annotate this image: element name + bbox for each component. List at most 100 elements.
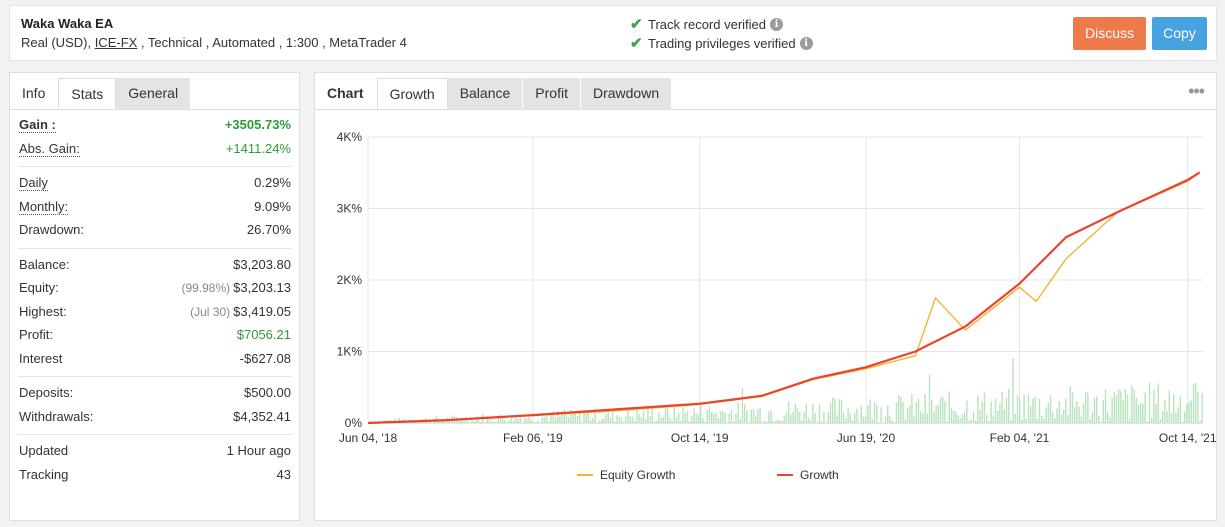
volume-bar: [609, 417, 612, 423]
volume-bar: [1047, 402, 1049, 423]
volume-bar: [1065, 398, 1067, 423]
stat-label: Updated: [19, 443, 69, 458]
volume-bar: [942, 396, 944, 423]
volume-bar: [515, 416, 517, 423]
volume-bar: [829, 402, 832, 423]
volume-bar: [1192, 383, 1195, 423]
stat-profit: Profit: $7056.21: [18, 323, 292, 347]
volume-bar: [519, 417, 521, 423]
stat-label: Profit:: [19, 327, 53, 342]
volume-bar: [1157, 383, 1159, 423]
volume-bar: [768, 411, 770, 423]
volume-bar: [475, 418, 477, 423]
stat-balance: Balance: $3,203.80: [18, 253, 292, 277]
volume-bar: [612, 408, 614, 423]
volume-bar: [1148, 382, 1151, 423]
volume-bar: [964, 411, 966, 423]
volume-bar: [801, 420, 803, 423]
volume-bar: [796, 407, 799, 423]
tab-info[interactable]: Info: [10, 78, 59, 109]
volume-bar: [664, 406, 667, 423]
stat-gain: Gain : +3505.73%: [18, 113, 292, 137]
volume-bar: [636, 408, 638, 423]
volume-bar: [807, 417, 810, 423]
volume-bar: [994, 398, 997, 423]
volume-bar: [1133, 389, 1135, 423]
check-icon: ✔: [630, 16, 643, 33]
volume-bar: [1082, 403, 1085, 423]
stat-deposits: Deposits: $500.00: [18, 381, 292, 405]
broker-link[interactable]: ICE-FX: [94, 35, 138, 50]
volume-bar: [620, 417, 623, 423]
chart-tabs: Chart Growth Balance Profit Drawdown: [315, 78, 673, 109]
tab-balance[interactable]: Balance: [447, 78, 524, 109]
volume-bar: [532, 422, 535, 423]
info-icon[interactable]: i: [770, 17, 783, 31]
volume-bar: [917, 398, 920, 423]
volume-bar: [845, 418, 847, 423]
volume-bar: [497, 417, 499, 423]
volume-bar: [1126, 394, 1129, 423]
volume-bar: [1175, 412, 1177, 423]
stat-label[interactable]: Abs. Gain:: [19, 140, 80, 157]
volume-bar: [975, 420, 977, 423]
volume-bar: [574, 412, 576, 423]
volume-bar: [1120, 391, 1122, 423]
volume-bar: [854, 412, 856, 423]
y-axis: 0% 1K% 2K% 3K% 4K%: [337, 130, 363, 430]
volume-bar: [970, 419, 972, 423]
tab-growth[interactable]: Growth: [376, 78, 448, 109]
volume-bar: [649, 416, 651, 423]
volume-bar: [977, 395, 979, 423]
volume-bar: [887, 405, 889, 423]
volume-bar: [1115, 395, 1118, 423]
stat-label[interactable]: Gain :: [19, 117, 56, 133]
tab-general[interactable]: General: [116, 78, 192, 109]
volume-bar: [744, 404, 746, 423]
discuss-button[interactable]: Discuss: [1073, 17, 1146, 50]
volume-bar: [1087, 392, 1089, 423]
x-tick-label: Jun 19, '20: [837, 431, 896, 445]
volume-bar: [473, 421, 475, 423]
volume-bar: [631, 416, 634, 423]
volume-bar: [1054, 418, 1056, 423]
volume-bar: [792, 411, 794, 423]
volume-bar: [671, 420, 673, 423]
volume-bar: [920, 411, 922, 423]
y-tick-label: 1K%: [337, 345, 363, 359]
volume-bar: [823, 411, 825, 423]
volume-bar: [680, 420, 682, 423]
tab-profit[interactable]: Profit: [523, 78, 581, 109]
volume-bar: [911, 393, 913, 423]
info-icon[interactable]: i: [799, 36, 813, 50]
volume-bar: [711, 411, 713, 423]
volume-bar: [777, 419, 779, 423]
equity-amount: $3,203.13: [233, 280, 291, 295]
tab-chart[interactable]: Chart: [315, 78, 377, 109]
more-options-icon[interactable]: •••: [1188, 81, 1205, 101]
volume-bar: [766, 421, 768, 423]
account-type: Real (USD),: [21, 35, 95, 50]
volume-bar: [1049, 395, 1052, 423]
volume-bar: [1027, 394, 1030, 423]
volume-bar: [1063, 409, 1065, 423]
volume-bar: [493, 421, 495, 423]
copy-button[interactable]: Copy: [1152, 17, 1207, 50]
stat-label[interactable]: Monthly:: [19, 198, 69, 215]
volume-bar: [1151, 417, 1153, 423]
stat-label[interactable]: Daily: [19, 175, 48, 191]
volume-bar: [590, 420, 592, 423]
stat-label: Equity:: [19, 280, 59, 295]
volume-bar: [741, 387, 744, 423]
tab-drawdown[interactable]: Drawdown: [580, 78, 673, 109]
volume-bar: [878, 422, 880, 423]
volume-bar: [999, 403, 1001, 423]
legend-label: Growth: [800, 468, 839, 482]
volume-bar: [504, 420, 506, 423]
trading-privileges-verified: ✔ Trading privileges verified i: [630, 34, 813, 52]
volume-bar: [1188, 402, 1190, 423]
volume-bar: [1100, 422, 1102, 423]
volume-bar: [818, 404, 821, 423]
volume-bar: [909, 405, 911, 423]
tab-stats[interactable]: Stats: [58, 78, 117, 109]
